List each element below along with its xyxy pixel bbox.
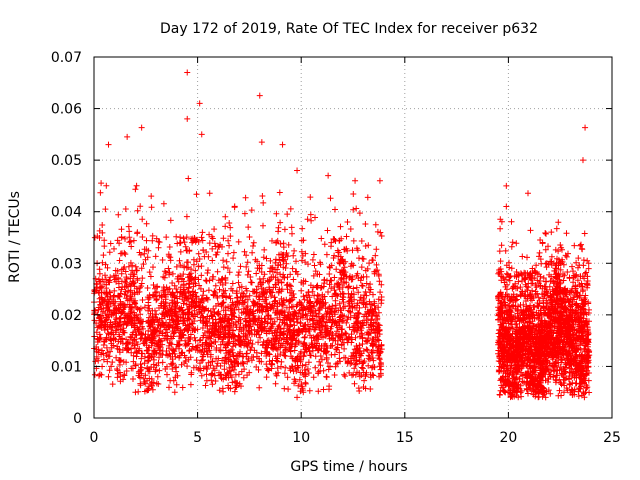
x-tick-label: 0 bbox=[90, 430, 99, 446]
y-axis-label: ROTI / TECUs bbox=[7, 191, 23, 283]
data-segment-markers bbox=[495, 190, 593, 401]
data-point bbox=[352, 177, 359, 184]
data-point bbox=[138, 124, 145, 131]
data-point bbox=[124, 133, 131, 140]
x-tick-label: 25 bbox=[603, 430, 621, 446]
data-point bbox=[294, 167, 301, 174]
data-point bbox=[198, 131, 205, 138]
data-point bbox=[184, 69, 191, 76]
x-tick-label: 15 bbox=[396, 430, 414, 446]
y-tick-label: 0.01 bbox=[51, 359, 82, 375]
x-tick-label: 20 bbox=[499, 430, 517, 446]
data-point bbox=[258, 139, 265, 146]
data-point bbox=[105, 141, 112, 148]
data-point bbox=[184, 115, 191, 122]
data-point bbox=[300, 389, 307, 396]
data-segment-markers bbox=[91, 175, 385, 395]
data-points bbox=[91, 69, 593, 401]
chart-title: Day 172 of 2019, Rate Of TEC Index for r… bbox=[160, 21, 538, 37]
data-point bbox=[579, 157, 586, 164]
axis-ticks: 0 5 10 15 20 25 0 0.01 0.02 0.03 0.04 0.05 0.06 0.07 bbox=[51, 50, 621, 446]
y-tick-label: 0.05 bbox=[51, 153, 82, 169]
y-tick-label: 0.04 bbox=[51, 205, 82, 221]
data-point bbox=[582, 124, 589, 131]
x-axis-label: GPS time / hours bbox=[290, 459, 407, 475]
x-tick-label: 5 bbox=[193, 430, 202, 446]
y-tick-label: 0.02 bbox=[51, 308, 82, 324]
data-point bbox=[503, 203, 510, 210]
data-point bbox=[294, 394, 301, 401]
y-tick-label: 0 bbox=[73, 411, 82, 427]
data-point bbox=[132, 389, 139, 396]
x-tick-label: 10 bbox=[292, 430, 310, 446]
y-tick-label: 0.07 bbox=[51, 50, 82, 66]
plot-frame bbox=[93, 56, 613, 419]
data-point bbox=[279, 141, 286, 148]
y-tick-label: 0.06 bbox=[51, 102, 82, 118]
data-point bbox=[325, 172, 332, 179]
data-point bbox=[196, 100, 203, 107]
data-point bbox=[376, 177, 383, 184]
y-tick-label: 0.03 bbox=[51, 256, 82, 272]
data-point bbox=[542, 394, 549, 401]
data-point bbox=[503, 182, 510, 189]
data-point bbox=[171, 389, 178, 396]
data-point bbox=[256, 92, 263, 99]
